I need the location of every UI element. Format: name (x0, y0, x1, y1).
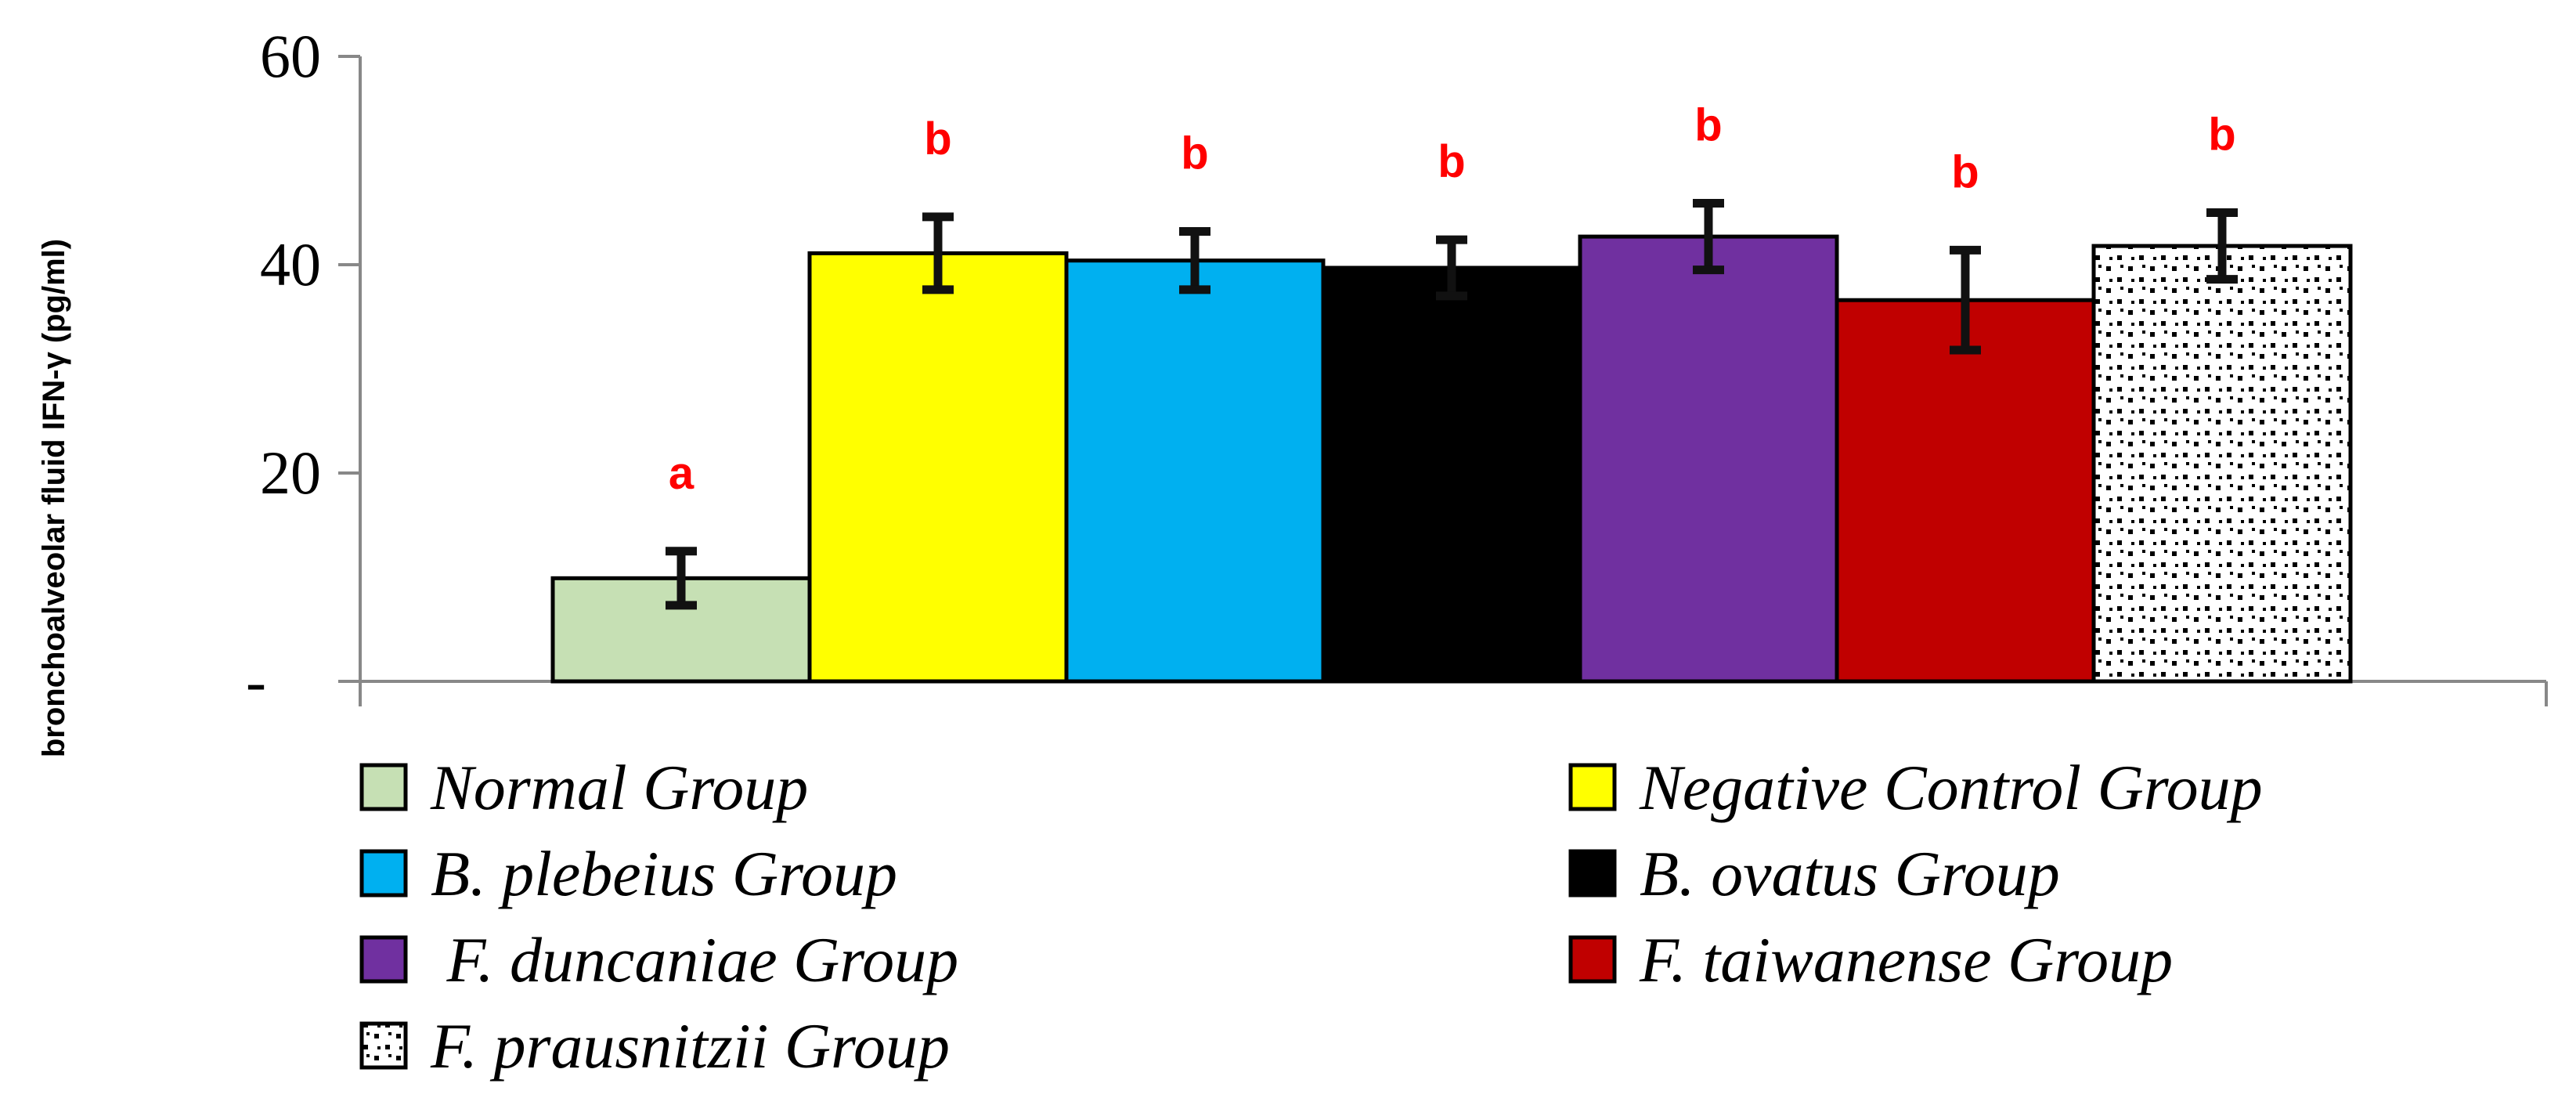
legend-label: F. taiwanense Group (1639, 924, 2173, 995)
bar (2091, 244, 2353, 684)
legend-label: Negative Control Group (1639, 752, 2263, 823)
legend-swatch (359, 849, 408, 898)
y-tick-label: - (246, 647, 266, 715)
error-bar (2206, 208, 2238, 284)
legend: Normal Group Negative Control Group B. ple… (359, 752, 2263, 1082)
bar (1321, 265, 1582, 684)
error-bar (1436, 235, 1467, 301)
y-tick-label: 20 (260, 439, 321, 507)
legend-swatch (359, 763, 408, 811)
significance-label: b (1951, 146, 1979, 197)
legend-item: Normal Group (359, 752, 808, 823)
legend-swatch (1568, 935, 1617, 984)
bar (1064, 258, 1326, 684)
bar (807, 251, 1069, 684)
legend-swatch (359, 935, 408, 984)
legend-swatch (359, 1021, 408, 1070)
error-bar (1693, 199, 1724, 275)
error-bar (1950, 245, 1981, 355)
legend-item: F. taiwanense Group (1568, 924, 2173, 995)
legend-item: B. plebeius Group (359, 838, 897, 909)
legend-item: F. duncaniae Group (359, 924, 958, 995)
bar (1835, 298, 2096, 684)
x-axis (359, 680, 2548, 706)
bar (1578, 234, 1839, 684)
significance-label: b (1181, 128, 1208, 179)
y-axis-title: bronchoalveolar fluid IFN-γ (pg/ml) (37, 239, 71, 757)
legend-swatch (1568, 763, 1617, 811)
legend-label: F. prausnitzii Group (430, 1010, 950, 1082)
significance-label: a (669, 448, 695, 499)
significance-label: b (1694, 100, 1722, 151)
error-bar (666, 547, 697, 610)
y-axis: - 20 40 60 (246, 22, 362, 715)
y-tick-label: 40 (260, 230, 321, 298)
bars: a b b b b b b (550, 100, 2353, 684)
legend-label: B. ovatus Group (1640, 838, 2060, 909)
legend-label: F. duncaniae Group (431, 924, 958, 995)
legend-item: Negative Control Group (1568, 752, 2263, 823)
error-bar (1179, 226, 1210, 294)
legend-swatch (1568, 849, 1617, 898)
legend-item: F. prausnitzii Group (359, 1010, 950, 1082)
error-bar (922, 212, 954, 294)
significance-label: b (2208, 110, 2235, 161)
legend-label: B. plebeius Group (431, 838, 897, 909)
significance-label: b (924, 114, 951, 164)
significance-label: b (1438, 136, 1465, 187)
legend-label: Normal Group (430, 752, 808, 823)
y-tick-label: 60 (260, 22, 321, 90)
legend-item: B. ovatus Group (1568, 838, 2060, 909)
